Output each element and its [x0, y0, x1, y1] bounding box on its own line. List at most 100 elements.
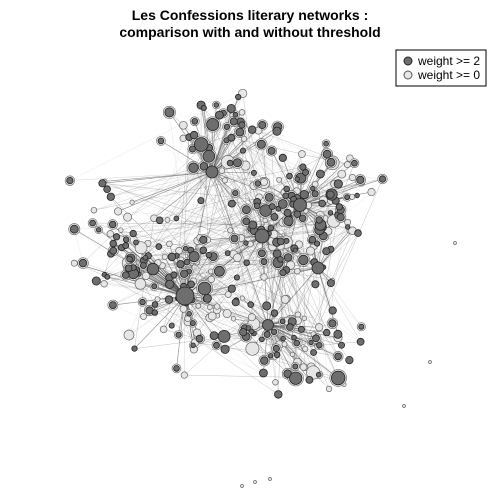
network-edge: [93, 171, 213, 211]
network-node-dark: [233, 274, 240, 281]
network-node-light: [428, 360, 432, 364]
network-node-dark: [151, 309, 158, 316]
network-node-dark: [188, 162, 199, 173]
network-node-dark: [293, 198, 307, 212]
network-node-light: [367, 188, 376, 197]
network-node-light: [281, 341, 288, 348]
network-edge: [209, 183, 259, 308]
network-edge: [236, 299, 269, 326]
network-node-dark: [108, 220, 117, 229]
network-node-dark: [231, 298, 240, 307]
network-node-dark: [223, 123, 230, 131]
network-edge: [310, 178, 383, 343]
network-node-dark: [164, 107, 175, 118]
network-edge: [159, 220, 249, 329]
network-node-dark: [106, 192, 115, 201]
network-node-light: [343, 161, 351, 169]
network-node-dark: [146, 262, 160, 276]
network-node-dark: [278, 153, 287, 162]
network-edge: [332, 323, 361, 343]
network-edge: [184, 196, 301, 297]
network-node-dark: [188, 145, 196, 153]
network-edge: [227, 313, 269, 326]
network-node-dark: [213, 102, 219, 108]
network-node-dark: [328, 319, 337, 328]
network-node-dark: [199, 162, 209, 171]
network-node-light: [114, 207, 123, 216]
network-edge: [317, 267, 362, 327]
legend-label-weight-2: weight >= 2: [417, 54, 480, 68]
network-edge: [110, 171, 213, 198]
network-node-dark: [299, 214, 307, 222]
network-edge: [272, 153, 303, 207]
network-edge: [128, 212, 331, 269]
network-node-dark: [291, 334, 297, 341]
network-node-light: [140, 312, 147, 320]
network-node-dark: [310, 349, 318, 356]
network-edge: [236, 242, 277, 301]
network-edge: [233, 266, 324, 320]
network-edge: [267, 324, 339, 379]
network-edge: [131, 171, 213, 203]
network-node-dark: [293, 339, 301, 347]
network-node-dark: [189, 320, 196, 327]
network-edge: [107, 171, 213, 190]
network-node-dark: [66, 177, 74, 185]
network-node-dark: [189, 130, 199, 140]
network-node-dark: [164, 295, 174, 304]
network-node-dark: [122, 236, 130, 243]
network-node-light: [325, 385, 333, 393]
network-edge: [299, 157, 351, 206]
network-node-dark: [312, 334, 320, 343]
network-edge: [143, 124, 243, 261]
network-node-dark: [256, 139, 266, 149]
network-edge: [127, 171, 213, 218]
network-edge: [128, 150, 272, 269]
network-node-dark: [104, 273, 111, 280]
network-node-dark: [277, 199, 288, 209]
network-node-light: [294, 267, 301, 275]
network-node-light: [207, 275, 215, 283]
network-node-light: [195, 303, 202, 309]
network-node-dark: [195, 334, 204, 343]
network-node-light: [179, 305, 188, 313]
network-node-light: [253, 480, 257, 484]
network-node-dark: [95, 227, 102, 233]
network-node-light: [134, 278, 147, 290]
network-node-dark: [322, 247, 331, 256]
network-node-light: [348, 173, 357, 182]
network-node-light: [302, 345, 309, 352]
network-edge: [183, 308, 276, 357]
network-edge: [117, 171, 213, 212]
network-edge: [289, 163, 355, 328]
network-node-dark: [264, 192, 274, 202]
network-node-dark: [243, 259, 250, 266]
network-node-dark: [272, 344, 280, 353]
network-node-dark: [294, 176, 300, 182]
network-node-dark: [173, 365, 180, 372]
network-node-dark: [279, 318, 286, 325]
network-node-dark: [249, 328, 255, 335]
network-edge: [133, 267, 186, 297]
network-node-dark: [205, 165, 219, 179]
network-edge: [69, 171, 213, 181]
network-node-dark: [274, 390, 283, 399]
network-node-dark: [328, 306, 337, 315]
network-node-dark: [165, 279, 175, 289]
network-node-dark: [356, 175, 365, 184]
network-edge: [317, 267, 361, 342]
network-edge: [242, 297, 269, 326]
network-edge: [102, 183, 257, 234]
network-edge: [267, 324, 339, 357]
network-edge: [203, 107, 313, 240]
network-edge: [261, 144, 298, 321]
network-edge: [332, 232, 359, 281]
network-edge: [159, 138, 184, 221]
network-node-light: [118, 227, 124, 233]
legend-label-weight-0: weight >= 0: [417, 68, 480, 82]
network-node-dark: [188, 251, 200, 263]
network-edge: [107, 276, 186, 297]
network-node-dark: [232, 190, 239, 197]
network-edge: [207, 233, 270, 299]
network-edge: [187, 318, 350, 361]
